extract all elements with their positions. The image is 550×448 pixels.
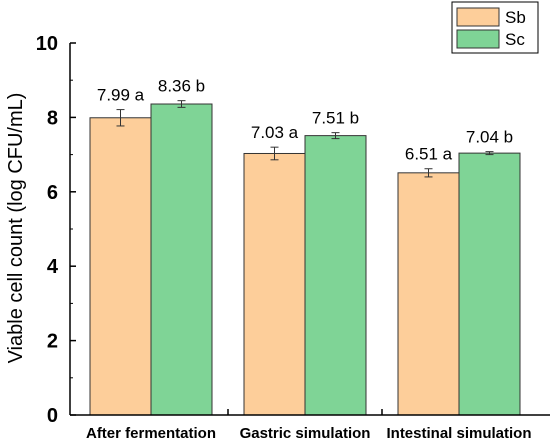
y-tick-label-2: 2 [47,331,58,353]
y-tick-label-8: 8 [47,107,58,129]
legend-label-sb: Sb [505,8,526,27]
data-label-sc-2: 7.51 b [312,109,359,128]
y-tick-label-10: 10 [36,33,58,55]
x-tick-label-3: Intestinal simulation [386,425,531,442]
y-tick-label-6: 6 [47,182,58,204]
x-tick-label-2: Gastric simulation [240,425,371,442]
data-label-sb-3: 6.51 a [405,145,453,164]
x-tick-label-1: After fermentation [86,425,216,442]
data-label-sb-1: 7.99 a [97,86,145,105]
y-tick-label-4: 4 [47,256,59,278]
legend-swatch-sc [456,29,500,49]
error-bar-sb-2 [270,146,279,161]
bar-sc-2 [304,135,367,416]
bar-sb-1 [89,117,152,416]
data-label-sc-3: 7.04 b [466,128,513,147]
bar-sc-1 [150,103,213,416]
legend-label-sc: Sc [505,30,525,49]
plot-area: 7.99 a 7.03 a 6.51 a 8.36 b 7.51 b 7.04 b 0 2 4 6… [36,33,550,442]
bar-sb-2 [243,152,306,416]
data-label-sb-2: 7.03 a [251,123,299,142]
data-label-sc-1: 8.36 b [158,77,205,96]
error-bar-sc-3 [485,151,494,156]
bar-sb-3 [397,172,460,416]
legend: Sb Sc [451,1,539,54]
error-bar-sb-3 [424,168,433,178]
error-bar-sc-1 [177,100,186,108]
legend-swatch-sb [456,7,500,27]
y-axis-label: Viable cell count (log CFU/mL) [5,93,27,364]
error-bar-sb-1 [116,109,125,127]
error-bar-sc-2 [331,132,340,140]
y-tick-label-0: 0 [47,405,58,427]
bar-sc-3 [458,152,521,416]
